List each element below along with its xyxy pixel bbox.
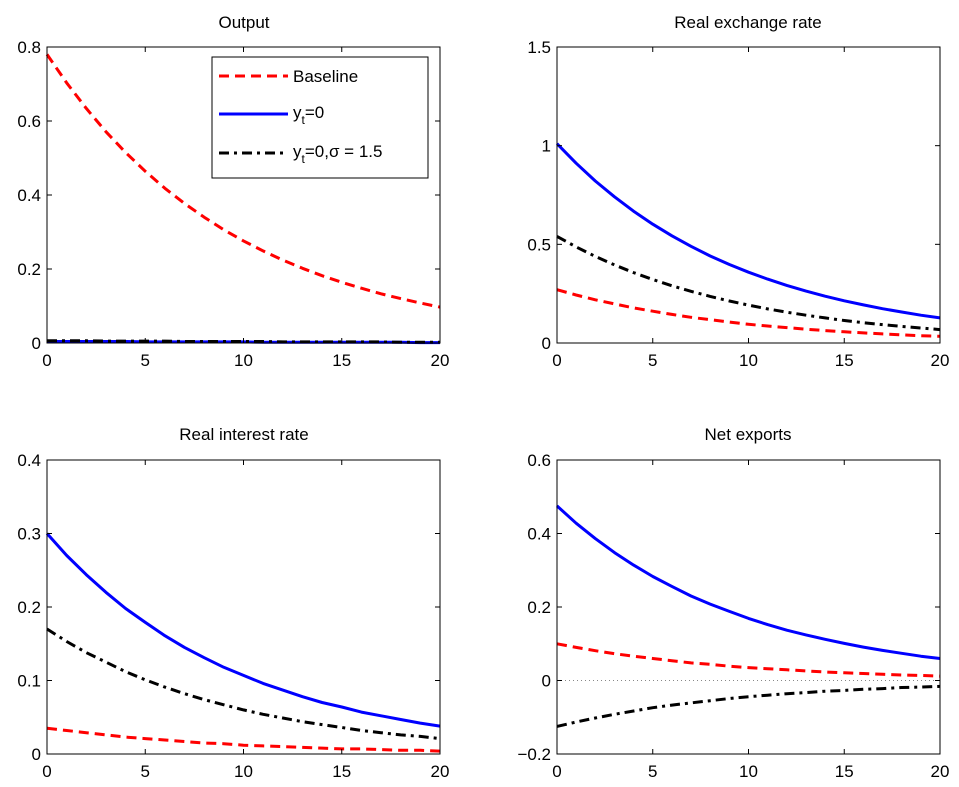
x-tick-label: 5 bbox=[648, 351, 657, 370]
x-tick-label: 0 bbox=[552, 351, 561, 370]
panel-real-interest-rate: Real interest rate 0 5 10 15 20 0 0.1 0.2 0.3 0.4 bbox=[17, 425, 449, 781]
legend-label-sigma: yt=0,σ = 1.5 bbox=[293, 142, 382, 166]
x-tick-label: 15 bbox=[835, 351, 854, 370]
y-tick-label: 0.5 bbox=[527, 235, 551, 254]
x-tick-label: 0 bbox=[42, 351, 51, 370]
x-tick-label: 10 bbox=[234, 351, 253, 370]
series-line-baseline bbox=[45, 53, 441, 309]
legend-yt0-rest: =0 bbox=[305, 103, 324, 122]
y-tick-label: 0.6 bbox=[17, 112, 41, 131]
legend: Baseline yt=0 yt=0,σ = 1.5 bbox=[211, 56, 429, 179]
y-tick-label: 0.2 bbox=[527, 598, 551, 617]
x-tick-label: 10 bbox=[739, 351, 758, 370]
series-line-y-t-0-1-5 bbox=[556, 684, 941, 728]
y-tick-label: 0.4 bbox=[527, 525, 551, 544]
series-line-y-t-0-1-5 bbox=[47, 339, 440, 344]
x-tick-label: 10 bbox=[234, 762, 253, 781]
legend-sigma-sub: t bbox=[302, 152, 306, 166]
x-tick-label: 5 bbox=[141, 351, 150, 370]
panel-title: Net exports bbox=[705, 425, 792, 444]
series-line-y-t-0-1-5 bbox=[46, 627, 441, 741]
legend-sigma-base: y bbox=[293, 142, 302, 161]
panel-net-exports: Net exports 0 5 10 15 20−0.200.20.40.6 bbox=[517, 425, 949, 781]
x-tick-label: 5 bbox=[141, 762, 150, 781]
x-tick-label: 15 bbox=[332, 762, 351, 781]
tick-labels: 0 5 10 15 20−0.200.20.40.6 bbox=[517, 451, 949, 781]
x-tick-label: 0 bbox=[552, 762, 561, 781]
y-tick-label: 0.4 bbox=[17, 451, 41, 470]
y-tick-label: 0 bbox=[542, 334, 551, 353]
x-tick-label: 20 bbox=[431, 762, 450, 781]
y-tick-label: 0 bbox=[32, 334, 41, 353]
series-line-y-t-0-1-5 bbox=[556, 235, 941, 332]
x-tick-label: 10 bbox=[739, 762, 758, 781]
series-line-baseline bbox=[46, 726, 441, 753]
tick-labels: 0 5 10 15 20 0 0.5 1 1.5 bbox=[527, 38, 949, 370]
tick-labels: 0 5 10 15 20 0 0.1 0.2 0.3 0.4 bbox=[17, 451, 449, 781]
x-tick-label: 15 bbox=[332, 351, 351, 370]
x-tick-label: 20 bbox=[431, 351, 450, 370]
x-tick-label: 20 bbox=[931, 351, 950, 370]
y-tick-label: 0 bbox=[542, 672, 551, 691]
y-tick-label: 0.6 bbox=[527, 451, 551, 470]
y-tick-label: 1.5 bbox=[527, 38, 551, 57]
panel-title: Real interest rate bbox=[179, 425, 308, 444]
y-tick-label: 1 bbox=[542, 137, 551, 156]
panel-title: Output bbox=[218, 13, 269, 32]
x-tick-label: 0 bbox=[42, 762, 51, 781]
y-tick-label: 0.1 bbox=[17, 672, 41, 691]
y-tick-label: 0 bbox=[32, 745, 41, 764]
y-tick-label: −0.2 bbox=[517, 745, 551, 764]
axes-frame bbox=[556, 459, 941, 755]
tick-labels: 0 5 10 15 20 0 0.2 0.4 0.6 0.8 bbox=[17, 38, 449, 370]
plot-area bbox=[45, 532, 441, 753]
y-tick-label: 0.2 bbox=[17, 598, 41, 617]
series-line-y-t-0 bbox=[45, 532, 441, 728]
y-tick-label: 0.8 bbox=[17, 38, 41, 57]
plot-area bbox=[555, 142, 941, 338]
series-line-y-t-0 bbox=[555, 504, 941, 660]
series-line-baseline bbox=[556, 642, 941, 678]
x-tick-label: 5 bbox=[648, 762, 657, 781]
panel-title: Real exchange rate bbox=[674, 13, 821, 32]
y-tick-label: 0.2 bbox=[17, 260, 41, 279]
legend-label-yt0: yt=0 bbox=[293, 103, 324, 127]
x-tick-label: 15 bbox=[835, 762, 854, 781]
panel-real-exchange-rate: Real exchange rate 0 5 10 15 20 0 0.5 1 1.5 bbox=[527, 13, 949, 370]
plot-area bbox=[555, 504, 941, 728]
legend-yt0-base: y bbox=[293, 103, 302, 122]
legend-label-baseline: Baseline bbox=[293, 67, 358, 86]
legend-box bbox=[211, 56, 429, 179]
series-line-y-t-0 bbox=[555, 142, 941, 320]
series-line-baseline bbox=[556, 288, 941, 338]
legend-yt0-sub: t bbox=[302, 113, 306, 127]
legend-sigma-rest: =0,σ = 1.5 bbox=[305, 142, 383, 161]
y-tick-label: 0.4 bbox=[17, 186, 41, 205]
y-tick-label: 0.3 bbox=[17, 525, 41, 544]
x-tick-label: 20 bbox=[931, 762, 950, 781]
